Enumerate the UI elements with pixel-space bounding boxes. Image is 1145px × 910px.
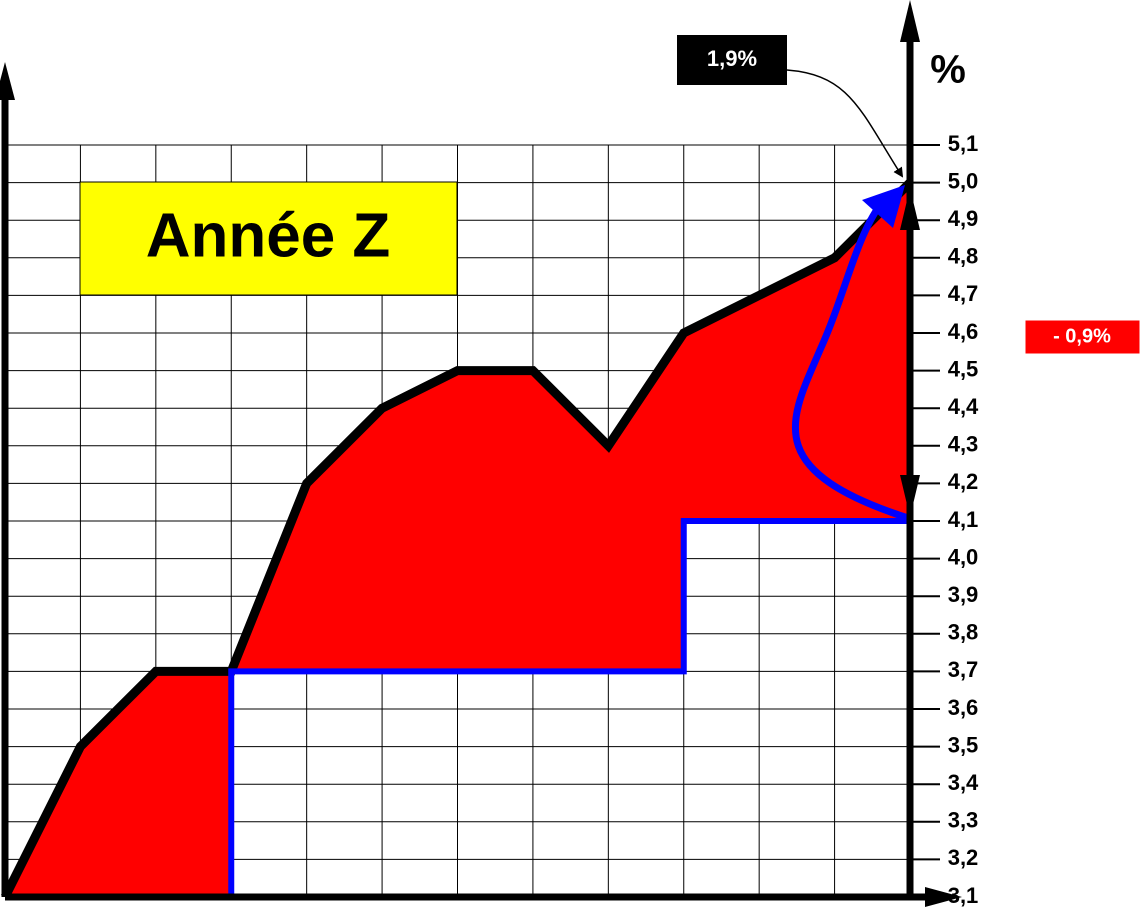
y-tick-label: 3,8 [948, 620, 979, 645]
y-tick-label: 3,2 [948, 845, 979, 870]
y-tick-label: 4,4 [948, 394, 979, 419]
y-tick-label: 5,1 [948, 131, 979, 156]
axes [0, 0, 962, 907]
annotation: 1,9% [707, 46, 757, 71]
y-tick-label: 4,1 [948, 507, 979, 532]
y-tick-label: 4,9 [948, 206, 979, 231]
y-tick-label: 5,0 [948, 168, 979, 193]
annotation: - 0,9% [1053, 325, 1111, 347]
annotation-arrow [786, 69, 904, 178]
y-tick-label: 3,6 [948, 695, 979, 720]
y-tick-label: 4,8 [948, 244, 979, 269]
blue-arrow-head [862, 185, 905, 228]
y-tick-label: 3,5 [948, 732, 979, 757]
y-tick-label: 4,6 [948, 319, 979, 344]
line [0, 179, 914, 900]
title-box [79, 181, 458, 296]
blue-curved-arrow [791, 202, 910, 522]
y-tick-label: 3,3 [948, 808, 979, 833]
y-tick-label: 4,2 [948, 469, 979, 494]
left-axis-arrow [0, 62, 15, 100]
x-axis-arrow [925, 887, 962, 907]
y-tick-label: 4,5 [948, 356, 979, 381]
y-axis-label: % [930, 48, 966, 92]
y-tick-label: 3,9 [948, 582, 979, 607]
annotation-box [677, 35, 787, 85]
annotation-box [1024, 319, 1141, 355]
y-tick-label: 4,7 [948, 281, 979, 306]
y-tick-label: 3,1 [948, 883, 979, 908]
y-tick-label: 4,0 [948, 544, 979, 569]
y-tick-label: 3,4 [948, 770, 979, 795]
y-tick-label: 3,7 [948, 657, 979, 682]
y-tick-label: 4,3 [948, 432, 979, 457]
chart-title: Année Z [146, 201, 391, 270]
right-axis-arrow [900, 0, 920, 42]
